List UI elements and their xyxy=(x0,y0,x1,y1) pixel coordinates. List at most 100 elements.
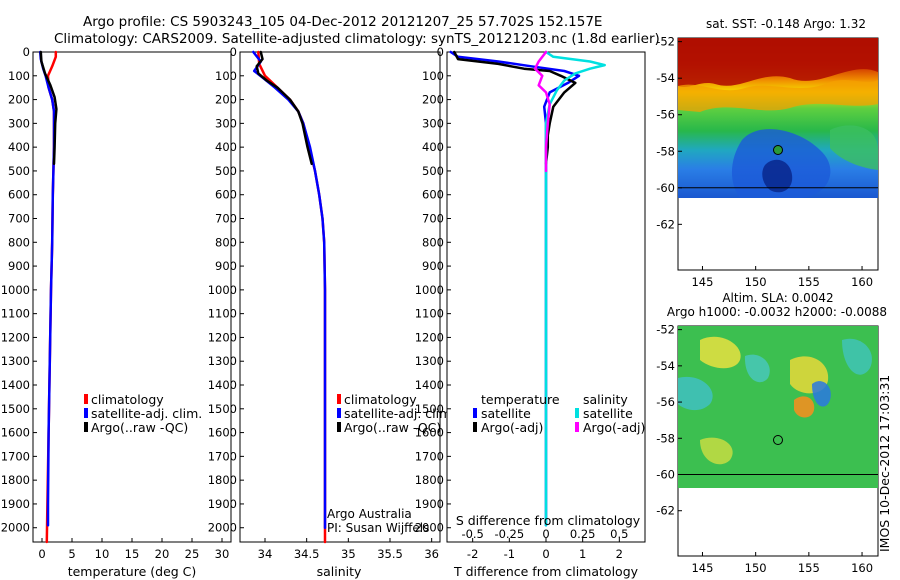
depth-tick-label: 1200 xyxy=(208,330,237,344)
s-diff-tick-label: 0.25 xyxy=(570,527,596,541)
depth-tick-label: 400 xyxy=(215,140,237,154)
depth-tick-label: 600 xyxy=(8,188,30,202)
series-line-salinity-satellite xyxy=(544,50,606,527)
depth-tick-label: 900 xyxy=(422,259,444,273)
depth-tick-label: 100 xyxy=(8,69,30,83)
depth-tick-label: 1500 xyxy=(208,402,237,416)
legend-satellite-label: satellite-adj. clim. xyxy=(344,406,455,421)
legend-swatch-satellite xyxy=(337,408,341,418)
depth-tick-label: 800 xyxy=(8,235,30,249)
x-tick-label: 35 xyxy=(341,547,356,561)
imos-timestamp-stamp: IMOS 10-Dec-2012 17:03:31 xyxy=(877,375,892,552)
difference-legend: temperature salinity satellite Argo(-adj… xyxy=(473,392,645,435)
lon-tick-label: 155 xyxy=(798,275,820,289)
depth-tick-label: 2000 xyxy=(1,521,30,535)
depth-tick-label: 200 xyxy=(422,93,444,107)
legend-swatch-sal-satellite xyxy=(575,408,579,418)
depth-tick-label: 900 xyxy=(8,259,30,273)
depth-tick-label: 1000 xyxy=(415,283,444,297)
series-line-salinity-argo-adj xyxy=(533,50,551,173)
difference-panel: 0100200300400500600700800900100011001200… xyxy=(415,45,646,579)
depth-tick-label: 800 xyxy=(422,235,444,249)
depth-tick-label: 1300 xyxy=(1,354,30,368)
depth-tick-label: 1500 xyxy=(415,402,444,416)
sst-field xyxy=(678,38,878,198)
x-tick-label: 20 xyxy=(155,547,170,561)
x-tick-label: 10 xyxy=(95,547,110,561)
depth-tick-label: 500 xyxy=(8,164,30,178)
s-diff-tick-label: -0.5 xyxy=(461,527,483,541)
depth-tick-label: 700 xyxy=(215,212,237,226)
legend-temperature-title: temperature xyxy=(481,392,560,407)
depth-tick-label: 1500 xyxy=(1,402,30,416)
legend-swatch-climatology xyxy=(337,394,341,404)
depth-tick-label: 200 xyxy=(8,93,30,107)
x-tick-label: 5 xyxy=(68,547,75,561)
lat-tick-label: -52 xyxy=(656,323,675,337)
legend-argo-label: Argo(..raw -QC) xyxy=(344,420,441,435)
lat-tick-label: -62 xyxy=(656,217,675,231)
x-tick-label: 30 xyxy=(215,547,230,561)
depth-tick-label: 900 xyxy=(215,259,237,273)
legend-argo-label: Argo(..raw -QC) xyxy=(91,420,188,435)
depth-tick-label: 600 xyxy=(422,188,444,202)
legend-swatch-climatology xyxy=(84,394,88,404)
depth-tick-label: 700 xyxy=(8,212,30,226)
temperature-panel-frame xyxy=(32,51,232,543)
depth-tick-label: 1600 xyxy=(1,426,30,440)
sla-cyan-patch-east xyxy=(842,338,872,375)
legend-swatch-sal-argo xyxy=(575,422,579,432)
depth-tick-label: 0 xyxy=(230,45,237,59)
x-tick-label: 36 xyxy=(424,547,439,561)
depth-tick-label: 1000 xyxy=(208,283,237,297)
depth-tick-label: 800 xyxy=(215,235,237,249)
sla-orange-patch xyxy=(794,396,815,418)
x-tick-label: 25 xyxy=(185,547,200,561)
depth-tick-label: 1400 xyxy=(1,378,30,392)
salinity-xlabel: salinity xyxy=(317,564,362,579)
lon-tick-label: 155 xyxy=(798,561,820,575)
x-tick-label: 0 xyxy=(38,547,45,561)
lat-tick-label: -58 xyxy=(656,431,675,445)
x-tick-label: 2 xyxy=(616,547,623,561)
float-operator-label: Argo Australia xyxy=(327,507,412,521)
lat-tick-label: -60 xyxy=(656,181,675,195)
s-diff-tick-label: 0.5 xyxy=(610,527,628,541)
depth-tick-label: 100 xyxy=(422,69,444,83)
sst-map: sat. SST: -0.148 Argo: 1.32 145 150 155 160… xyxy=(656,17,879,289)
depth-tick-label: 1400 xyxy=(415,378,444,392)
depth-tick-label: 600 xyxy=(215,188,237,202)
lat-tick-label: -60 xyxy=(656,468,675,482)
depth-tick-label: 300 xyxy=(8,116,30,130)
depth-tick-label: 1400 xyxy=(208,378,237,392)
depth-tick-label: 1900 xyxy=(415,497,444,511)
sst-argo-position-marker xyxy=(773,145,783,155)
x-tick-label: 1 xyxy=(579,547,586,561)
x-tick-label: 34 xyxy=(258,547,273,561)
sla-yellow-patch-north xyxy=(700,336,741,369)
lat-tick-label: -52 xyxy=(656,35,675,49)
s-diff-tick-label: -0.25 xyxy=(494,527,524,541)
depth-tick-label: 1300 xyxy=(208,354,237,368)
lon-tick-label: 145 xyxy=(691,561,713,575)
depth-tick-label: 1100 xyxy=(415,307,444,321)
legend-swatch-temp-satellite xyxy=(473,408,477,418)
sla-argo-position-marker xyxy=(773,435,783,445)
legend-swatch-argo xyxy=(84,422,88,432)
temperature-xlabel: temperature (deg C) xyxy=(68,564,197,579)
depth-tick-label: 100 xyxy=(215,69,237,83)
lat-tick-label: -62 xyxy=(656,504,675,518)
depth-tick-label: 200 xyxy=(215,93,237,107)
legend-sal-satellite-label: satellite xyxy=(583,406,633,421)
legend-sal-argo-label: Argo(-adj) xyxy=(583,420,645,435)
legend-climatology-label: climatology xyxy=(344,392,417,407)
depth-tick-label: 300 xyxy=(215,116,237,130)
s-diff-tick-label: 0 xyxy=(542,527,549,541)
depth-tick-label: 700 xyxy=(422,212,444,226)
lat-tick-label: -54 xyxy=(656,359,675,373)
sla-map-title-line1: Altim. SLA: 0.0042 xyxy=(722,291,833,305)
figure-title-line1: Argo profile: CS 5903243_105 04-Dec-2012… xyxy=(83,14,602,30)
sla-yellow-patch-south xyxy=(700,437,733,465)
depth-tick-label: 1800 xyxy=(208,473,237,487)
salinity-legend: climatology satellite-adj. clim. Argo(..… xyxy=(337,392,455,435)
